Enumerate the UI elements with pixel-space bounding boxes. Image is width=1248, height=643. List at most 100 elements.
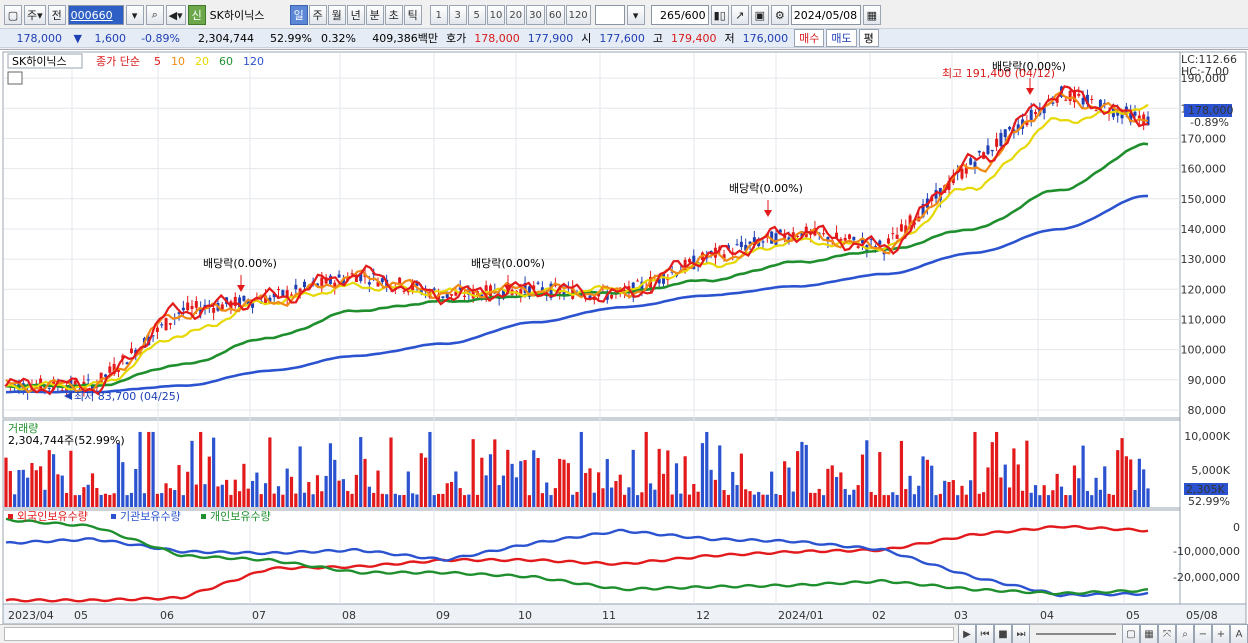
period-button[interactable]: 분 bbox=[365, 5, 384, 25]
volume-bar bbox=[372, 492, 376, 507]
price-tick-label: 100,000 bbox=[1181, 344, 1227, 357]
holdings-legend-label: 기관보유수량 bbox=[120, 510, 181, 523]
open-label: 시 bbox=[581, 32, 592, 45]
volume-bar bbox=[142, 493, 147, 507]
candle-body bbox=[354, 274, 358, 283]
volume-bar bbox=[411, 493, 415, 507]
stop-icon[interactable]: ■ bbox=[994, 624, 1012, 643]
volume-bar bbox=[1137, 458, 1141, 507]
volume-bar bbox=[21, 469, 25, 507]
eval-button[interactable]: 평 bbox=[858, 29, 879, 47]
candle-body bbox=[1051, 102, 1055, 104]
blank-field[interactable] bbox=[594, 5, 625, 25]
buy-button[interactable]: 매수 bbox=[794, 29, 825, 47]
grid-icon[interactable]: ▦ bbox=[1140, 624, 1158, 643]
candle-body bbox=[251, 303, 255, 308]
time-tick-label: 09 bbox=[436, 609, 450, 622]
period-button[interactable]: 초 bbox=[384, 5, 403, 25]
candle-body bbox=[246, 301, 250, 306]
gear-icon[interactable]: ⚙ bbox=[770, 5, 789, 25]
period-button[interactable]: 월 bbox=[327, 5, 346, 25]
candle-body bbox=[1133, 111, 1137, 116]
axis-labels: 190,000180,000170,000160,000150,000140,0… bbox=[7, 53, 1240, 622]
volume-bar bbox=[969, 480, 973, 507]
plus-icon[interactable]: + bbox=[1212, 624, 1230, 643]
cross-icon[interactable]: ⤧ bbox=[1158, 624, 1176, 643]
interval-dropdown-icon[interactable]: ▾ bbox=[626, 5, 645, 25]
candle-body bbox=[488, 285, 492, 297]
candle-body bbox=[242, 295, 246, 301]
interval-button[interactable]: 5 bbox=[467, 5, 486, 25]
zoom-icon[interactable]: ⌕ bbox=[1176, 624, 1194, 643]
date-input[interactable]: 2024/05/08 bbox=[790, 5, 861, 25]
candle-body bbox=[121, 355, 125, 359]
count-total: /600 bbox=[680, 8, 706, 22]
speaker-icon[interactable]: ◀▾ bbox=[165, 5, 186, 25]
volume-bar bbox=[246, 488, 250, 507]
minus-icon[interactable]: − bbox=[1194, 624, 1212, 643]
chart-area[interactable]: 190,000180,000170,000160,000150,000140,0… bbox=[0, 49, 1248, 625]
price-tick-label: 80,000 bbox=[1188, 404, 1227, 417]
sell-button[interactable]: 매도 bbox=[826, 29, 857, 47]
dropdown-icon[interactable]: ▾ bbox=[125, 5, 144, 25]
last-icon[interactable]: ⏭ bbox=[1012, 624, 1030, 643]
candle-body bbox=[778, 229, 782, 233]
period-select[interactable]: 주 ▾ bbox=[24, 5, 46, 25]
stock-code-input[interactable]: 000660 bbox=[67, 5, 124, 25]
volume-bar bbox=[341, 479, 346, 507]
calendar-icon[interactable]: ▦ bbox=[862, 5, 881, 25]
interval-button[interactable]: 10 bbox=[486, 5, 506, 25]
period-button[interactable]: 틱 bbox=[403, 5, 422, 25]
time-axis-frame bbox=[2, 603, 1247, 625]
holdings-legend-swatch bbox=[201, 514, 206, 519]
holdings-legend-label: 외국인보유수량 bbox=[17, 510, 88, 523]
volume-bar bbox=[601, 488, 605, 507]
save-icon[interactable]: ▣ bbox=[750, 5, 769, 25]
candle-body bbox=[796, 235, 800, 237]
zoom-slider[interactable] bbox=[1036, 633, 1116, 635]
candle-body bbox=[1094, 110, 1098, 112]
candle-body bbox=[1003, 129, 1007, 138]
volume-bar bbox=[276, 486, 281, 507]
interval-button[interactable]: 3 bbox=[448, 5, 467, 25]
period-button[interactable]: 년 bbox=[346, 5, 365, 25]
interval-button[interactable]: 20 bbox=[506, 5, 526, 25]
volume-bar bbox=[705, 431, 709, 507]
volume-bar bbox=[1051, 490, 1055, 507]
play-icon[interactable]: ▶ bbox=[958, 624, 976, 643]
lc-label: LC:112.66 bbox=[1181, 53, 1237, 66]
volume-bar bbox=[103, 493, 108, 507]
period-button[interactable]: 일 bbox=[289, 5, 308, 25]
volume-bar bbox=[510, 463, 514, 507]
candle-body bbox=[921, 204, 925, 217]
volume-bar bbox=[808, 492, 813, 507]
layout-icon[interactable]: ▢ bbox=[1122, 624, 1140, 643]
font-icon[interactable]: A bbox=[1230, 624, 1248, 643]
interval-button[interactable]: 30 bbox=[526, 5, 545, 25]
interval-button[interactable]: 1 bbox=[429, 5, 448, 25]
search-icon[interactable]: ⌕ bbox=[145, 5, 164, 25]
candle-body bbox=[1129, 110, 1133, 123]
candle-body bbox=[800, 231, 804, 239]
candle-body bbox=[463, 295, 467, 297]
scrollbar-track[interactable] bbox=[4, 627, 954, 641]
candle-body bbox=[1034, 112, 1038, 115]
down-arrow-icon bbox=[1026, 88, 1034, 95]
period-button[interactable]: 주 bbox=[308, 5, 327, 25]
interval-button[interactable]: 120 bbox=[565, 5, 591, 25]
interval-button[interactable]: 60 bbox=[545, 5, 565, 25]
volume-bar bbox=[1016, 464, 1020, 507]
candle-icon[interactable]: ▮▯ bbox=[710, 5, 729, 25]
window-icon[interactable]: ▢ bbox=[4, 5, 22, 25]
prev-button[interactable]: 전 bbox=[47, 5, 66, 25]
volume-bar bbox=[237, 491, 242, 507]
candle-body bbox=[735, 244, 739, 246]
first-icon[interactable]: ⏮ bbox=[976, 624, 994, 643]
count-field[interactable]: 265/600 bbox=[650, 5, 709, 25]
candle-body bbox=[852, 236, 856, 241]
draw-tool-icon[interactable]: ↗ bbox=[730, 5, 749, 25]
volume-bar bbox=[173, 490, 177, 507]
candle-body bbox=[579, 294, 583, 297]
volume-bar bbox=[13, 494, 17, 507]
volume-bar bbox=[1025, 440, 1029, 507]
